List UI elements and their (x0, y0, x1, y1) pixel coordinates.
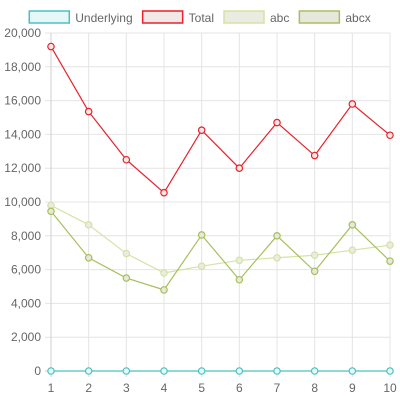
data-point[interactable] (160, 286, 168, 294)
legend: Underlying Total abc abcx (28, 10, 371, 25)
series-line (50, 204, 391, 274)
data-point[interactable] (273, 367, 281, 375)
legend-swatch (298, 10, 341, 24)
x-tick-label: 7 (274, 381, 281, 395)
data-point[interactable] (160, 188, 168, 197)
y-tick-label: 6,000 (11, 263, 41, 277)
data-point[interactable] (122, 367, 131, 375)
x-tick-label: 3 (123, 381, 130, 395)
data-point[interactable] (197, 231, 206, 239)
data-point[interactable] (160, 269, 168, 277)
data-point[interactable] (386, 241, 394, 249)
series-line (50, 210, 391, 291)
data-point[interactable] (84, 221, 93, 229)
x-tick-label: 8 (311, 381, 318, 395)
x-tick-label: 4 (161, 381, 168, 395)
y-tick-label: 16,000 (4, 94, 41, 108)
data-point[interactable] (197, 126, 206, 134)
data-point[interactable] (235, 164, 244, 173)
y-tick-label: 4,000 (11, 296, 41, 310)
legend-label: abc (270, 11, 289, 25)
y-tick-label: 0 (34, 364, 41, 378)
y-axis-ticks: 0 2,000 4,000 6,000 8,000 10,000 12,000 14,000 1… (4, 26, 41, 378)
data-point[interactable] (235, 367, 244, 375)
series-underlying (47, 367, 394, 375)
y-tick-label: 14,000 (4, 127, 41, 141)
x-tick-label: 10 (383, 381, 397, 395)
data-point[interactable] (310, 151, 319, 160)
data-point[interactable] (122, 274, 131, 282)
series-abcx (47, 207, 394, 294)
grid-lines (45, 32, 391, 377)
data-point[interactable] (348, 221, 357, 229)
y-tick-label: 20,000 (4, 26, 41, 40)
x-tick-label: 2 (85, 381, 92, 395)
data-point[interactable] (197, 367, 206, 375)
legend-swatch (28, 10, 71, 24)
data-point[interactable] (310, 267, 319, 276)
data-point[interactable] (273, 232, 281, 240)
x-tick-label: 1 (48, 381, 55, 395)
legend-label: Underlying (75, 11, 132, 25)
data-point[interactable] (348, 246, 357, 254)
series-abc (47, 201, 394, 277)
x-tick-label: 5 (198, 381, 205, 395)
x-axis-ticks: 1 2 3 4 5 6 7 8 9 10 (48, 381, 397, 395)
series-line (50, 46, 391, 194)
data-point[interactable] (310, 251, 319, 260)
data-point[interactable] (386, 257, 394, 265)
data-point[interactable] (47, 367, 55, 375)
series-layer (47, 42, 394, 375)
y-tick-label: 12,000 (4, 161, 41, 175)
legend-item-abc[interactable]: abc (223, 10, 289, 25)
data-point[interactable] (386, 131, 394, 140)
y-tick-label: 10,000 (4, 195, 41, 209)
legend-item-abcx[interactable]: abcx (298, 10, 371, 25)
data-point[interactable] (84, 367, 93, 375)
data-point[interactable] (310, 367, 319, 375)
data-point[interactable] (197, 262, 206, 271)
legend-item-underlying[interactable]: Underlying (28, 10, 133, 25)
data-point[interactable] (273, 118, 281, 127)
data-point[interactable] (47, 42, 55, 51)
data-point[interactable] (348, 100, 357, 108)
data-point[interactable] (235, 275, 244, 284)
x-tick-label: 6 (236, 381, 243, 395)
data-point[interactable] (160, 367, 168, 375)
series-total (47, 42, 394, 197)
x-tick-label: 9 (349, 381, 356, 395)
data-point[interactable] (122, 155, 131, 164)
legend-label: abcx (345, 11, 370, 25)
data-point[interactable] (386, 367, 394, 375)
data-point[interactable] (84, 107, 93, 116)
y-tick-label: 18,000 (4, 60, 41, 74)
y-tick-label: 2,000 (11, 330, 41, 344)
y-tick-label: 8,000 (11, 229, 41, 243)
legend-label: Total (189, 11, 214, 25)
legend-swatch (141, 10, 184, 24)
legend-swatch (223, 10, 265, 24)
data-point[interactable] (235, 256, 244, 265)
data-point[interactable] (84, 253, 93, 262)
data-point[interactable] (348, 367, 357, 375)
data-point[interactable] (273, 253, 281, 262)
legend-item-total[interactable]: Total (141, 10, 214, 25)
data-point[interactable] (122, 249, 131, 258)
data-point[interactable] (47, 207, 55, 216)
